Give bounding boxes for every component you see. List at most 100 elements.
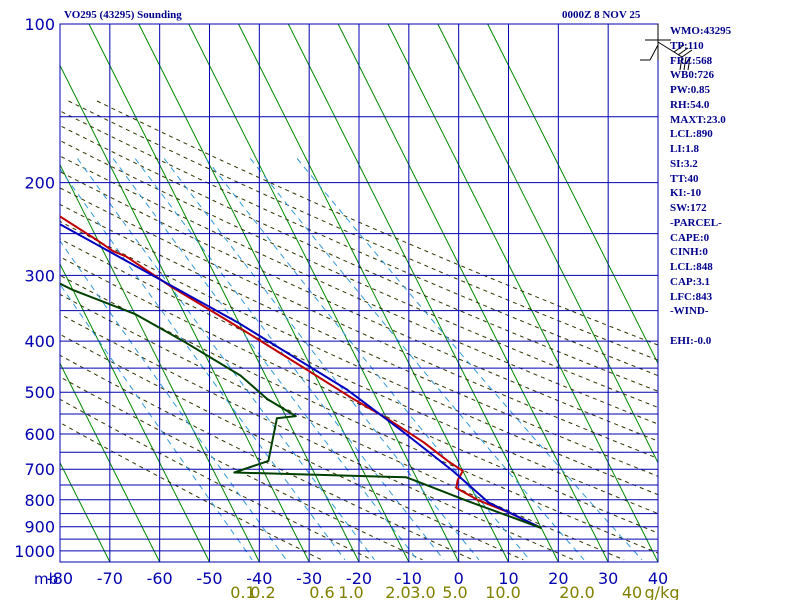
stat-line: LCL:848 xyxy=(670,261,713,273)
stat-line xyxy=(670,319,731,334)
pressure-tick-label: 300 xyxy=(24,266,55,285)
temperature-tick-label: -20 xyxy=(346,569,372,588)
stat-line: LI:1.8 xyxy=(670,143,700,155)
temperature-tick-label: -80 xyxy=(47,569,73,588)
mixing-ratio-label: 0.1 xyxy=(230,583,255,600)
dry-adiabat-line xyxy=(60,238,658,515)
isotherm-line xyxy=(238,24,509,562)
isotherm-line xyxy=(287,24,559,562)
isotherm-line xyxy=(60,362,161,562)
temperature-tick-label: 40 xyxy=(648,569,668,588)
stat-line: CAP:3.1 xyxy=(670,275,711,288)
dry-adiabat-line xyxy=(60,256,658,534)
mixing-ratio-label: 2.0 xyxy=(385,583,410,600)
stat-line: SW:172 xyxy=(670,202,707,214)
mixing-ratio-line xyxy=(249,158,585,561)
temperature-tick-label: -10 xyxy=(396,569,422,588)
temperature-tick-label: 20 xyxy=(548,569,568,588)
stat-line: LCL:890 xyxy=(670,128,713,141)
stat-line: TP:110 xyxy=(670,39,704,52)
stat-line: FRZ:568 xyxy=(670,54,713,67)
mixing-ratio-label: 0.2 xyxy=(250,583,275,600)
temperature-tick-label: -40 xyxy=(246,569,272,588)
temperature-line xyxy=(60,215,542,529)
mixing-ratio-line xyxy=(112,158,418,561)
dry-adiabat-line xyxy=(60,110,658,377)
pressure-tick-label: 800 xyxy=(24,491,55,510)
dry-adiabat-line xyxy=(60,274,658,554)
mixing-ratio-label: 0.6 xyxy=(309,583,334,600)
chart-datetime: 0000Z 8 NOV 25 xyxy=(562,9,641,21)
stat-line: LFC:843 xyxy=(670,290,713,303)
temperature-tick-label: -30 xyxy=(296,569,322,588)
pressure-tick-label: 100 xyxy=(24,15,55,34)
mixing-ratio-label: 40 xyxy=(622,583,642,600)
stat-line: MAXT:23.0 xyxy=(670,113,726,126)
mixing-ratio-line xyxy=(163,158,480,561)
isotherm-line xyxy=(60,461,111,562)
dry-adiabat-line xyxy=(60,220,658,496)
temperature-tick-label: -50 xyxy=(196,569,222,588)
pressure-tick-label: 900 xyxy=(24,518,55,537)
mixing-ratio-label: 20.0 xyxy=(559,583,595,600)
isotherm-line xyxy=(88,24,360,562)
plot-frame xyxy=(59,23,659,563)
pressure-tick-label: 700 xyxy=(24,460,55,479)
temperature-tick-label: 10 xyxy=(498,569,518,588)
isotherm-line xyxy=(60,64,310,562)
mixing-ratio-label: 10.0 xyxy=(485,583,521,600)
stat-line: WB0:726 xyxy=(670,69,714,82)
dry-adiabat-line xyxy=(60,398,373,561)
dry-adiabat-lines xyxy=(60,100,658,561)
pressure-tick-label: 200 xyxy=(24,174,55,193)
stat-line: EHI:-0.0 xyxy=(670,334,712,347)
mixing-ratio-line xyxy=(60,168,346,561)
stat-line: -PARCEL- xyxy=(670,216,722,229)
isotherm-lines xyxy=(60,24,658,562)
dry-adiabat-line xyxy=(60,171,658,442)
sounding-traces xyxy=(60,215,542,529)
temperature-tick-label: 0 xyxy=(454,569,464,588)
isotherm-line xyxy=(387,24,658,562)
stat-line: CINH:0 xyxy=(670,246,708,259)
isotherm-line xyxy=(60,262,210,562)
stat-line: -WIND- xyxy=(670,305,709,318)
dry-adiabat-line xyxy=(60,125,658,392)
pressure-grid xyxy=(59,23,659,563)
wind-barb-icon xyxy=(640,24,693,71)
mixing-ratio-line xyxy=(76,158,375,561)
stat-line: KI:-10 xyxy=(670,187,702,200)
dry-adiabat-line xyxy=(60,354,474,561)
mixing-ratio-label: g/kg xyxy=(645,583,680,600)
pressure-tick-label: 1000 xyxy=(14,542,55,561)
mixing-ratio-label: 3.0 xyxy=(410,583,435,600)
isotherm-line xyxy=(188,24,460,562)
temperature-tick-label: 30 xyxy=(598,569,618,588)
mixing-ratio-line xyxy=(205,158,530,561)
isotherm-line xyxy=(487,24,658,365)
isotherm-line xyxy=(437,24,658,464)
isotherm-line xyxy=(60,560,61,562)
stat-line: TT:40 xyxy=(670,172,699,185)
stat-line: SI:3.2 xyxy=(670,157,698,170)
mixing-ratio-lines xyxy=(60,158,643,561)
mixing-ratio-label: 5.0 xyxy=(442,583,467,600)
pressure-tick-label: 500 xyxy=(24,383,55,402)
isotherm-line xyxy=(138,24,410,562)
parcel-line xyxy=(60,223,542,529)
mixing-ratio-line xyxy=(134,158,445,561)
chart-title: VO295 (43295) Sounding xyxy=(64,9,182,21)
mixing-ratio-label: 1.0 xyxy=(338,583,363,600)
dry-adiabat-line xyxy=(60,313,574,561)
isotherm-line xyxy=(337,24,609,562)
pressure-tick-label: 400 xyxy=(24,332,55,351)
mixing-ratio-line xyxy=(296,158,643,561)
temperature-tick-label: -60 xyxy=(147,569,173,588)
dewpoint-line xyxy=(60,282,542,529)
stat-line: WMO:43295 xyxy=(670,25,732,37)
dry-adiabat-line xyxy=(60,333,524,561)
temperature-tick-label: -70 xyxy=(97,569,123,588)
pressure-tick-label: 600 xyxy=(24,425,55,444)
